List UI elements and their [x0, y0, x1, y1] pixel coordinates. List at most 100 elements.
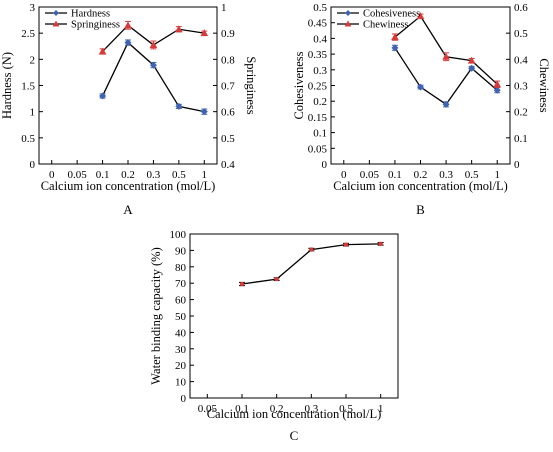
x-tick-label: 0: [341, 169, 347, 181]
x-tick-label: 1: [202, 169, 208, 181]
y-axis-label-left: Hardness (N): [0, 52, 14, 119]
legend-label-chewiness: Chewiness: [363, 20, 409, 31]
x-tick-label: 0.3: [439, 169, 453, 181]
y-tick-label-right: 0.3: [514, 81, 528, 93]
data-point-cohesiveness: [468, 64, 476, 72]
y-tick-label-left: 30: [175, 344, 187, 356]
y-tick-label-left: 0: [30, 159, 36, 171]
x-axis-label: Calcium ion concentration (mol/L): [207, 407, 382, 421]
data-point-cohesiveness: [417, 83, 424, 91]
y-tick-label-left: 70: [175, 278, 187, 290]
data-point-chewiness: [442, 52, 450, 60]
y-tick-label-left: 40: [175, 327, 187, 339]
y-tick-label-left: 90: [175, 245, 187, 257]
x-tick-label: 0.1: [388, 169, 402, 181]
panel-label: A: [123, 202, 133, 217]
y-tick-label-left: 0.2: [313, 96, 327, 108]
data-point-chewiness: [467, 56, 476, 64]
data-point-value: [274, 276, 279, 282]
series-line-hardness: [101, 41, 205, 113]
x-tick-label: 0: [49, 169, 55, 181]
data-point-springiness: [98, 47, 107, 55]
series-line-chewiness: [394, 15, 498, 85]
chart-panel-a: 0 0.05 0.1 0.2 0.3 0.5 1 0 0.5 1 1.5 2 2.5 3 0.4 0.5 0.6…: [0, 2, 258, 217]
x-axis-label: Calcium ion concentration (mol/L): [41, 179, 216, 193]
plot-frame: [189, 233, 399, 399]
x-axis-label: Calcium ion concentration (mol/L): [333, 179, 508, 193]
y-axis-label-right: Chewiness: [537, 58, 551, 112]
y-tick-label-right: 0.5: [514, 28, 528, 40]
y-tick-label-left: 2.5: [21, 28, 35, 40]
data-point-springiness: [149, 40, 158, 48]
y-tick-label-right: 0.6: [514, 2, 528, 14]
panel-label: B: [416, 202, 425, 217]
y-tick-label-right: 1: [221, 2, 227, 14]
legend-label-cohesiveness: Cohesiveness: [363, 9, 420, 20]
legend-marker-hardness: [53, 10, 59, 16]
x-tick-label: 0.05: [360, 169, 380, 181]
y-tick-label-left: 0.35: [308, 49, 328, 61]
data-point-chewiness: [416, 12, 425, 20]
y-tick-label-left: 0.45: [308, 18, 328, 30]
x-tick-label: 0.5: [339, 403, 353, 415]
x-tick-label: 0.3: [304, 403, 318, 415]
x-tick-label: 0.05: [198, 403, 218, 415]
data-point-chewiness: [391, 33, 399, 41]
y-axis-label-right: Springiness: [244, 56, 258, 114]
y-axis-label-left: Cohesiveness: [292, 51, 306, 119]
legend-marker-chewiness: [344, 20, 352, 27]
y-tick-label-left: 80: [175, 262, 187, 274]
y-tick-label-right: 0.5: [221, 133, 235, 145]
data-point-cohesiveness: [493, 86, 501, 94]
panel-label: C: [290, 428, 299, 443]
legend-label-springiness: Springiness: [71, 20, 120, 31]
y-tick-label-right: 0.4: [514, 54, 528, 66]
y-tick-label-left: 0.5: [313, 2, 327, 14]
x-tick-label: 0.1: [235, 403, 249, 415]
data-point-springiness: [175, 25, 183, 33]
legend-label-hardness: Hardness: [71, 9, 110, 20]
data-point-chewiness: [493, 80, 502, 88]
chart-panel-b: 0 0.05 0.1 0.2 0.3 0.5 1 0 0.05 0.1 0.15 0.2 0.25 0.3…: [292, 2, 551, 217]
data-point-hardness: [99, 92, 107, 100]
x-tick-label: 0.1: [96, 169, 110, 181]
y-tick-label-right: 0.9: [221, 28, 235, 40]
y-tick-label-left: 10: [175, 377, 187, 389]
data-point-value: [343, 242, 349, 247]
y-tick-label-left: 60: [175, 295, 187, 307]
y-tick-label-left: 0.5: [21, 133, 35, 145]
data-point-value: [378, 241, 383, 247]
x-tick-label: 0.05: [68, 169, 88, 181]
x-tick-label: 0.3: [147, 169, 161, 181]
y-axis-label-left: Water binding capacity (%): [149, 247, 163, 384]
y-tick-label-right: 0.2: [514, 107, 528, 119]
y-tick-label-right: 0.7: [221, 81, 235, 93]
x-tick-label: 0.5: [172, 169, 186, 181]
y-tick-label-right: 0.6: [221, 107, 235, 119]
y-tick-label-left: 0: [181, 393, 187, 405]
x-tick-label: 1: [378, 403, 384, 415]
y-tick-label-left: 0.25: [308, 81, 328, 93]
x-tick-label: 1: [494, 169, 500, 181]
y-tick-label-left: 0.05: [308, 143, 328, 155]
y-tick-label-left: 100: [170, 229, 187, 241]
y-tick-label-left: 3: [30, 2, 36, 14]
data-point-cohesiveness: [391, 44, 399, 52]
data-point-springiness: [200, 29, 209, 37]
x-tick-label: 0.2: [270, 403, 284, 415]
data-point-hardness: [175, 102, 183, 110]
y-tick-label-left: 0.15: [308, 112, 328, 124]
chart-panel-c: 0.05 0.1 0.2 0.3 0.5 10102030405060708090100W…: [149, 229, 399, 443]
y-tick-label-left: 2: [30, 54, 36, 66]
y-tick-label-left: 20: [175, 360, 187, 372]
x-tick-label: 0.2: [414, 169, 428, 181]
x-tick-label: 0.2: [121, 169, 135, 181]
y-tick-label-right: 0: [514, 159, 520, 171]
data-point-hardness: [149, 61, 157, 69]
data-point-springiness: [124, 21, 132, 29]
legend-marker-cohesiveness: [345, 10, 351, 16]
x-tick-label: 0.5: [465, 169, 479, 181]
y-tick-label-left: 1: [30, 107, 36, 119]
data-point-value: [309, 247, 314, 252]
